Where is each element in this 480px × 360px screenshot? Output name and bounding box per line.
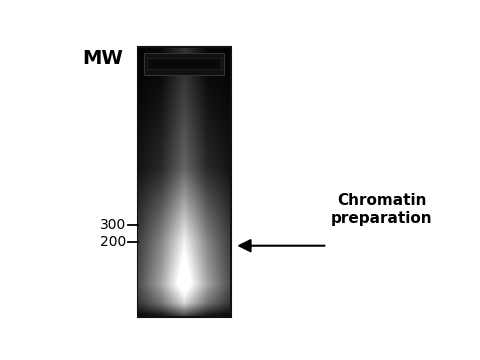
- Bar: [137, 47, 230, 316]
- Text: 300: 300: [100, 218, 127, 232]
- Text: 200: 200: [100, 235, 127, 249]
- Bar: [144, 53, 224, 75]
- Text: Chromatin
preparation: Chromatin preparation: [331, 193, 433, 226]
- Text: MW: MW: [83, 49, 123, 68]
- Bar: [147, 58, 221, 69]
